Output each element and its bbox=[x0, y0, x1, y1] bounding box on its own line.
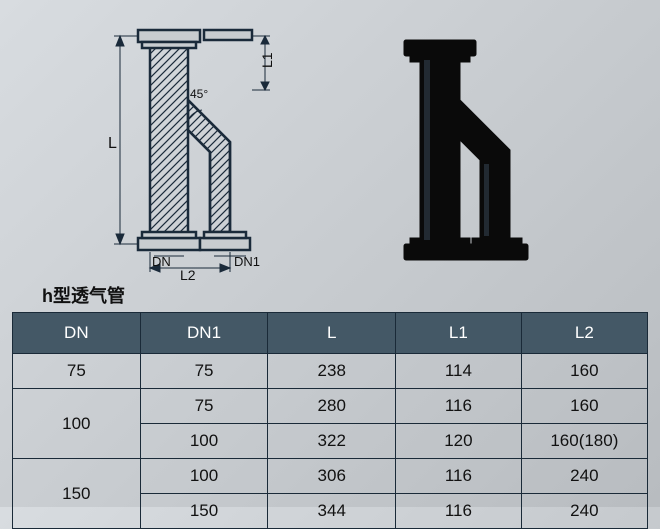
cell: 75 bbox=[140, 389, 268, 424]
dim-label-DN: DN bbox=[152, 254, 171, 269]
cell: 150 bbox=[140, 494, 268, 529]
cell: 114 bbox=[396, 354, 522, 389]
col-header: DN bbox=[13, 313, 141, 354]
cell: 160(180) bbox=[521, 424, 647, 459]
col-header: L2 bbox=[521, 313, 647, 354]
col-header: L bbox=[268, 313, 396, 354]
cell: 344 bbox=[268, 494, 396, 529]
cell-dn: 75 bbox=[13, 354, 141, 389]
cell: 280 bbox=[268, 389, 396, 424]
dim-label-L: L bbox=[108, 135, 117, 152]
cell: 116 bbox=[396, 459, 522, 494]
cell-dn: 100 bbox=[13, 389, 141, 459]
col-header: DN1 bbox=[140, 313, 268, 354]
cell: 100 bbox=[140, 459, 268, 494]
cell: 322 bbox=[268, 424, 396, 459]
cell-dn: 150 bbox=[13, 459, 141, 529]
col-header: L1 bbox=[396, 313, 522, 354]
dim-label-L1: L1 bbox=[259, 52, 275, 68]
table-row: 150100306116240 bbox=[13, 459, 648, 494]
cell: 240 bbox=[521, 494, 647, 529]
cell: 100 bbox=[140, 424, 268, 459]
cell: 160 bbox=[521, 354, 647, 389]
table-row: 7575238114160 bbox=[13, 354, 648, 389]
cell: 238 bbox=[268, 354, 396, 389]
page: L L1 L2 DN DN1 45° bbox=[0, 0, 660, 507]
cell: 240 bbox=[521, 459, 647, 494]
technical-drawing: L L1 L2 DN DN1 45° bbox=[80, 20, 320, 280]
diagram-area: L L1 L2 DN DN1 45° bbox=[80, 20, 600, 270]
cell: 116 bbox=[396, 494, 522, 529]
cell: 75 bbox=[140, 354, 268, 389]
cell: 120 bbox=[396, 424, 522, 459]
product-title: h型透气管 bbox=[42, 282, 125, 308]
table-header-row: DN DN1 L L1 L2 bbox=[13, 313, 648, 354]
spec-table: DN DN1 L L1 L2 7575238114160100752801161… bbox=[12, 312, 648, 529]
cell: 306 bbox=[268, 459, 396, 494]
dim-label-angle: 45° bbox=[190, 87, 208, 101]
dim-label-DN1: DN1 bbox=[234, 254, 260, 269]
dim-label-L2: L2 bbox=[180, 267, 196, 280]
cell: 160 bbox=[521, 389, 647, 424]
table-row: 10075280116160 bbox=[13, 389, 648, 424]
product-photo bbox=[380, 30, 560, 270]
cell: 116 bbox=[396, 389, 522, 424]
